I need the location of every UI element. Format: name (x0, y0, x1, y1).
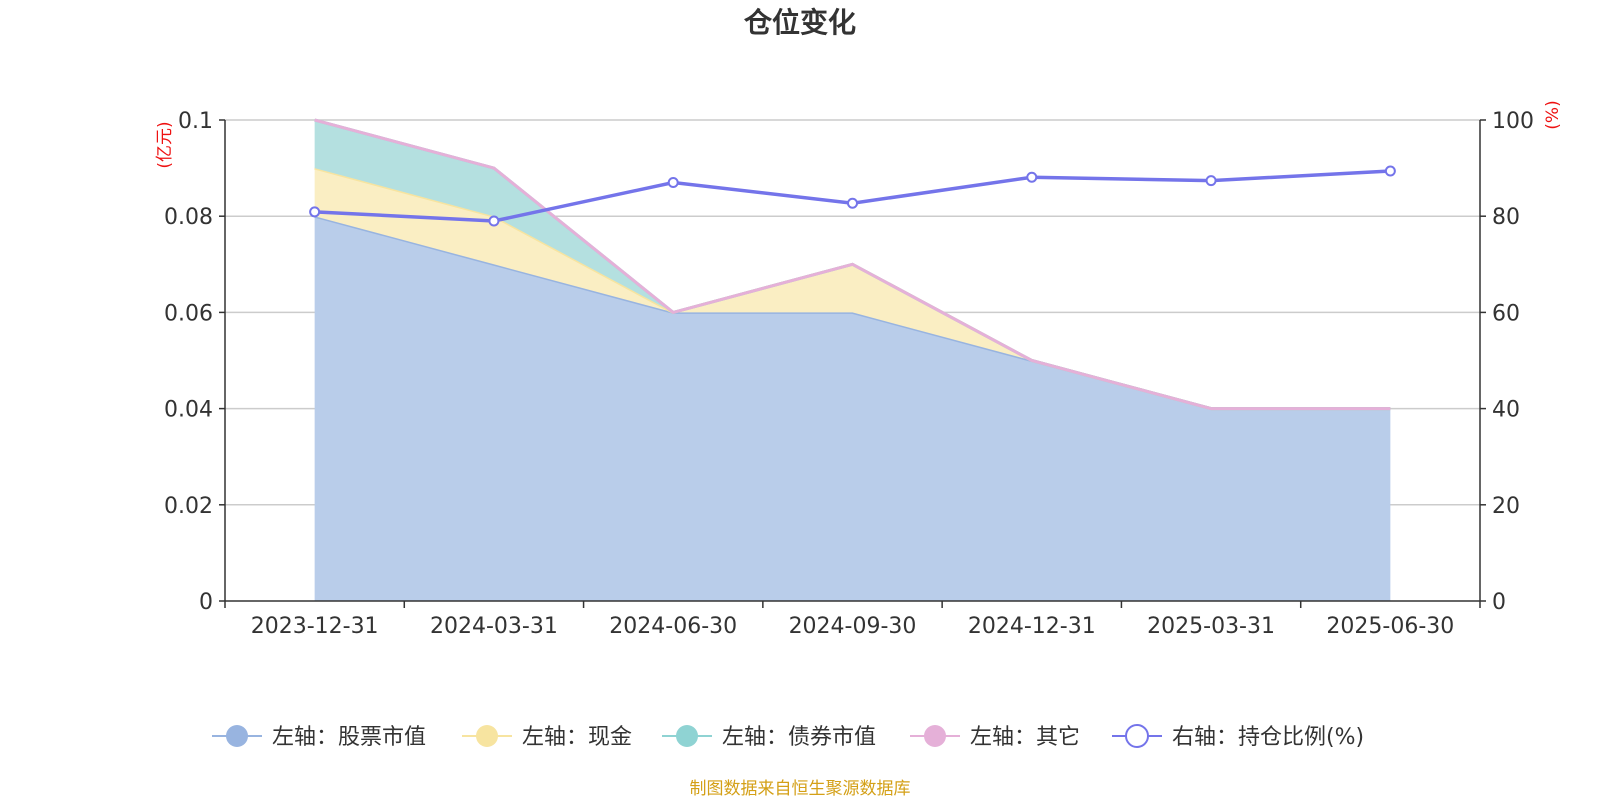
area-左轴：股票市值 (314, 216, 1391, 601)
legend-label: 左轴：其它 (970, 725, 1080, 750)
holding-ratio-layer (309, 165, 1396, 227)
legend: 左轴：股票市值 左轴：现金 左轴：债券市值 左轴：其它 右轴：持仓比例(%) (212, 724, 1364, 750)
x-tick-label: 2025-06-30 (1326, 614, 1454, 639)
holding-ratio-point (309, 206, 321, 218)
area-左轴：现金 (314, 168, 1391, 409)
legend-label: 左轴：现金 (522, 725, 632, 750)
holding-ratio-point (1384, 165, 1396, 177)
legend-marker (226, 725, 248, 747)
left-tick-label: 0.04 (164, 398, 213, 423)
holding-ratio-point (667, 177, 679, 189)
data-source-note: 制图数据来自恒生聚源数据库 (690, 779, 911, 799)
holding-ratio-point (1205, 175, 1217, 187)
holding-ratio-point (488, 215, 500, 227)
right-tick-label: 100 (1492, 109, 1534, 134)
x-tick-label: 2024-03-31 (430, 614, 558, 639)
legend-label: 左轴：债券市值 (722, 725, 876, 750)
right-tick-label: 20 (1492, 494, 1520, 519)
left-tick-label: 0 (199, 590, 213, 615)
legend-marker (476, 725, 498, 747)
legend-label: 右轴：持仓比例(%) (1172, 725, 1364, 750)
holding-ratio-point (847, 197, 858, 209)
legend-marker-hollow (1125, 724, 1149, 748)
holding-ratio-point (1026, 171, 1038, 183)
left-tick-label: 0.06 (164, 301, 213, 326)
x-tick-label: 2024-12-31 (968, 614, 1096, 639)
left-tick-label: 0.08 (164, 205, 213, 230)
x-tick-label: 2024-09-30 (789, 614, 917, 639)
right-tick-label: 40 (1492, 398, 1520, 423)
right-axis-unit: (%) (1543, 100, 1563, 129)
right-tick-label: 80 (1492, 205, 1520, 230)
left-tick-label: 0.1 (178, 109, 213, 134)
legend-marker (676, 725, 698, 747)
left-axis-unit: (亿元) (155, 121, 175, 168)
x-tick-label: 2024-06-30 (609, 614, 737, 639)
axes: 0 0.02 0.04 0.06 0.08 0.1 0 20 40 60 80 100 2023-12-… (164, 109, 1534, 639)
stacked-areas (314, 118, 1391, 601)
left-tick-label: 0.02 (164, 494, 213, 519)
legend-label: 左轴：股票市值 (272, 725, 426, 750)
x-tick-label: 2023-12-31 (251, 614, 379, 639)
chart-title: 仓位变化 (744, 6, 856, 39)
right-tick-label: 0 (1492, 590, 1506, 615)
x-tick-label: 2025-03-31 (1147, 614, 1275, 639)
legend-marker (924, 725, 946, 747)
area-edge-左轴：其它 (314, 118, 1391, 411)
right-tick-label: 60 (1492, 301, 1520, 326)
